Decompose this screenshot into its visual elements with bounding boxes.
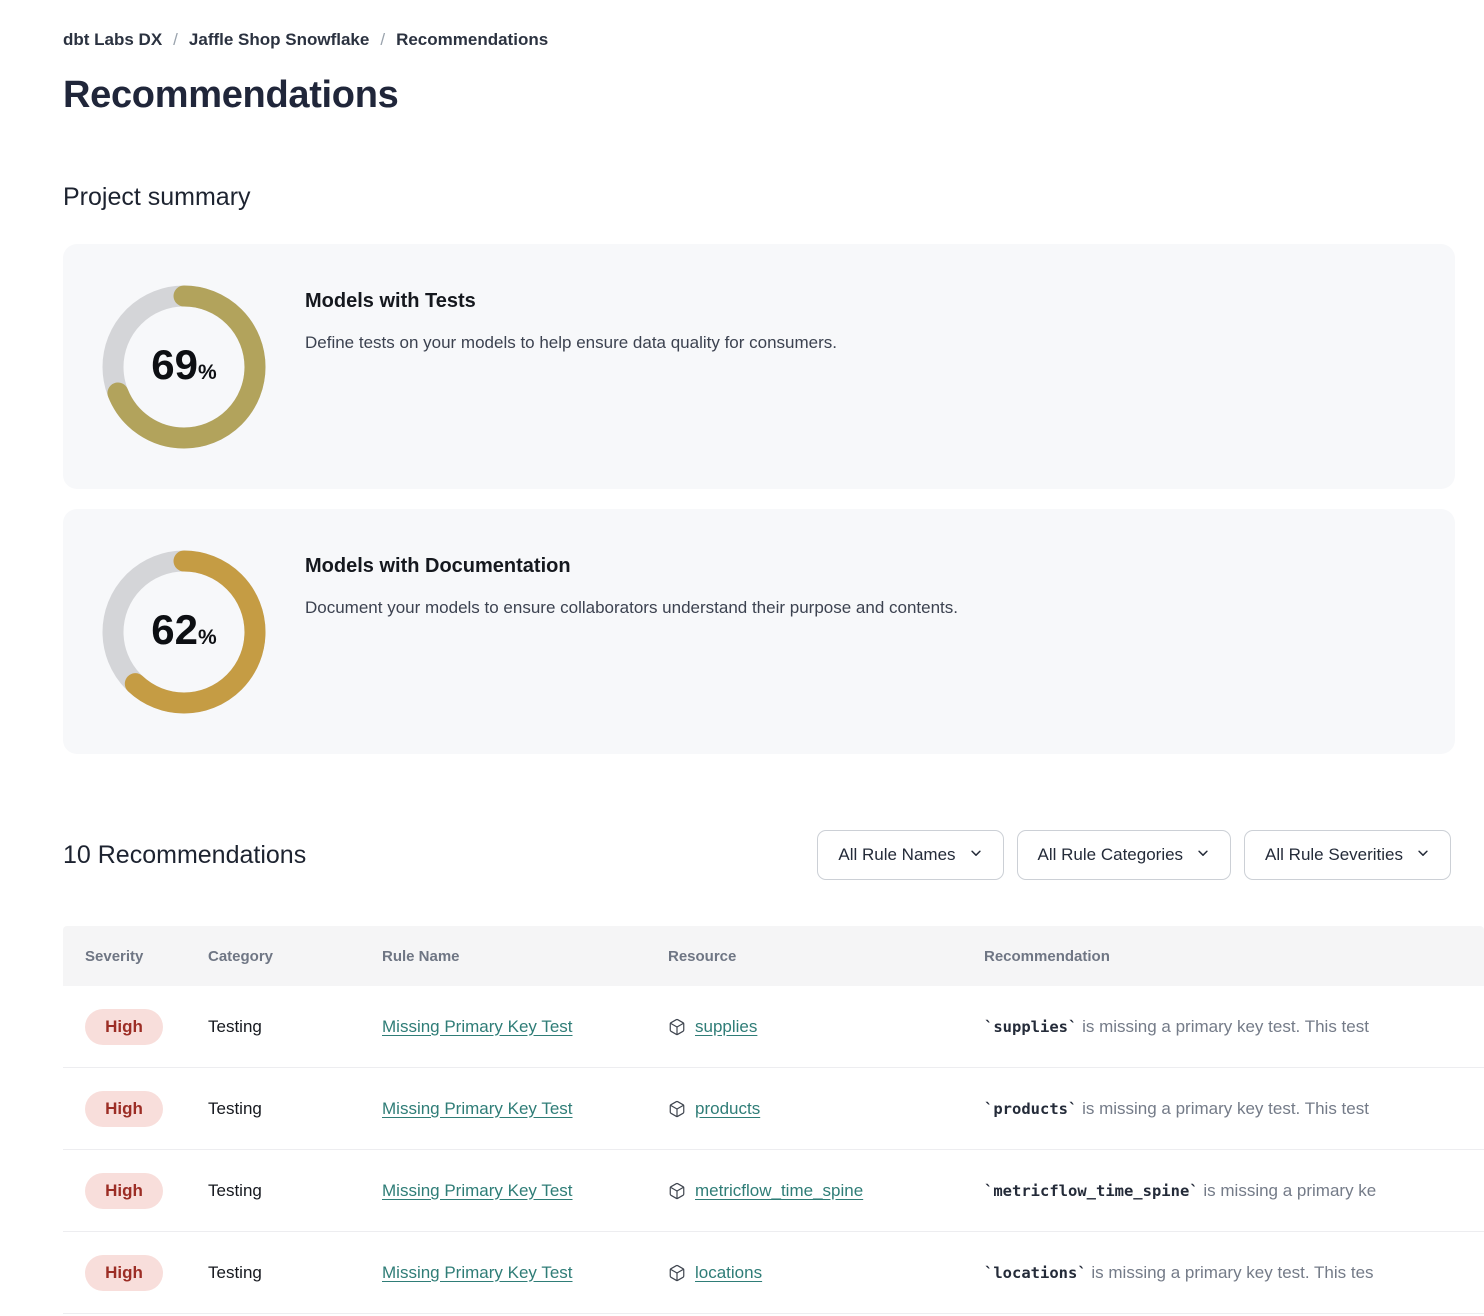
package-icon [668, 1182, 686, 1200]
card-text: Models with Tests Define tests on your m… [305, 244, 837, 353]
resource-link[interactable]: supplies [695, 1016, 758, 1036]
donut-chart-svg [102, 285, 266, 448]
severity-cell: High [85, 1090, 208, 1127]
resource-link[interactable]: products [695, 1098, 761, 1118]
column-header-recommendation: Recommendation [984, 947, 1110, 965]
chevron-down-icon [1416, 845, 1430, 865]
severity-badge: High [85, 1008, 163, 1045]
recommendations-header: 10 Recommendations All Rule Names All Ru… [63, 830, 1451, 880]
package-icon [668, 1264, 686, 1282]
summary-cards: 69% Models with Tests Define tests on yo… [63, 244, 1455, 754]
donut-percent-label: 62% [101, 606, 267, 654]
filter-label: All Rule Severities [1265, 845, 1403, 864]
severity-cell: High [85, 1172, 208, 1209]
category-cell: Testing [208, 1180, 262, 1200]
severity-badge: High [85, 1172, 163, 1209]
percent-sign: % [198, 360, 217, 384]
docs-coverage-donut: 62% [101, 549, 267, 715]
breadcrumb-item-jaffle-shop-snowflake[interactable]: Jaffle Shop Snowflake [188, 30, 370, 49]
resource-cell: supplies [668, 1017, 984, 1037]
recommendation-text: is missing a primary key test. This test [1082, 1098, 1369, 1118]
models-with-documentation-card: 62% Models with Documentation Document y… [63, 509, 1455, 754]
project-summary-heading: Project summary [63, 183, 251, 211]
rule-name-cell: Missing Primary Key Test [382, 1017, 668, 1037]
recommendation-code: `supplies` [984, 1017, 1078, 1036]
recommendation-cell: `products` is missing a primary key test… [984, 1099, 1484, 1119]
table-row: High Testing Missing Primary Key Test pr… [63, 1068, 1484, 1150]
category-cell: Testing [208, 1016, 262, 1036]
recommendation-code: `products` [984, 1099, 1078, 1118]
rule-categories-filter-dropdown[interactable]: All Rule Categories [1016, 830, 1232, 880]
card-description: Define tests on your models to help ensu… [305, 333, 838, 352]
card-text: Models with Documentation Document your … [305, 509, 958, 618]
table-row: High Testing Missing Primary Key Test su… [63, 986, 1484, 1068]
donut-chart-svg [102, 550, 266, 713]
recommendation-text: is missing a primary key test. This test [1082, 1016, 1369, 1036]
card-title: Models with Documentation [305, 555, 571, 577]
page-title: Recommendations [63, 74, 399, 116]
chevron-down-icon [969, 845, 983, 865]
category-cell: Testing [208, 1262, 262, 1282]
percent-value: 62 [151, 605, 199, 653]
table-body: High Testing Missing Primary Key Test su… [63, 986, 1484, 1314]
column-header-category: Category [208, 947, 274, 965]
filter-label: All Rule Names [838, 845, 956, 864]
rule-name-cell: Missing Primary Key Test [382, 1263, 668, 1283]
column-header-severity: Severity [85, 947, 144, 965]
severity-badge: High [85, 1254, 163, 1291]
category-cell: Testing [208, 1098, 262, 1118]
filter-label: All Rule Categories [1037, 845, 1184, 864]
recommendation-code: `locations` [984, 1263, 1087, 1282]
chevron-down-icon [1196, 845, 1210, 865]
card-title: Models with Tests [305, 290, 476, 312]
recommendation-cell: `metricflow_time_spine` is missing a pri… [984, 1181, 1484, 1201]
models-with-tests-card: 69% Models with Tests Define tests on yo… [63, 244, 1455, 489]
recommendations-table: Severity Category Rule Name Resource Rec… [63, 926, 1484, 1314]
resource-cell: metricflow_time_spine [668, 1181, 984, 1201]
rule-name-link[interactable]: Missing Primary Key Test [382, 1016, 573, 1036]
resource-link[interactable]: metricflow_time_spine [695, 1180, 864, 1200]
percent-sign: % [198, 625, 217, 649]
recommendation-cell: `locations` is missing a primary key tes… [984, 1263, 1484, 1283]
resource-link[interactable]: locations [695, 1262, 763, 1282]
rule-severities-filter-dropdown[interactable]: All Rule Severities [1244, 830, 1451, 880]
package-icon [668, 1018, 686, 1036]
table-header-row: Severity Category Rule Name Resource Rec… [63, 926, 1484, 986]
recommendation-cell: `supplies` is missing a primary key test… [984, 1017, 1484, 1037]
recommendations-heading: 10 Recommendations [63, 840, 307, 869]
rule-name-link[interactable]: Missing Primary Key Test [382, 1262, 573, 1282]
donut-progress-arc [102, 550, 266, 713]
donut-percent-label: 69% [101, 341, 267, 389]
recommendation-text: is missing a primary key test. This tes [1091, 1262, 1374, 1282]
breadcrumb: dbt Labs DX / Jaffle Shop Snowflake / Re… [63, 30, 1484, 50]
table-row: High Testing Missing Primary Key Test lo… [63, 1232, 1484, 1314]
rule-name-cell: Missing Primary Key Test [382, 1099, 668, 1119]
resource-cell: products [668, 1099, 984, 1119]
rule-name-cell: Missing Primary Key Test [382, 1181, 668, 1201]
breadcrumb-separator: / [380, 30, 386, 49]
resource-cell: locations [668, 1263, 984, 1283]
recommendation-text: is missing a primary ke [1203, 1180, 1377, 1200]
filters: All Rule Names All Rule Categories All R… [817, 830, 1451, 880]
severity-cell: High [85, 1008, 208, 1045]
table-row: High Testing Missing Primary Key Test me… [63, 1150, 1484, 1232]
card-description: Document your models to ensure collabora… [305, 598, 958, 617]
column-header-rule-name: Rule Name [382, 947, 460, 965]
rule-name-link[interactable]: Missing Primary Key Test [382, 1180, 573, 1200]
column-header-resource: Resource [668, 947, 737, 965]
severity-badge: High [85, 1090, 163, 1127]
percent-value: 69 [151, 340, 199, 388]
package-icon [668, 1100, 686, 1118]
breadcrumb-separator: / [173, 30, 178, 49]
recommendation-code: `metricflow_time_spine` [984, 1181, 1199, 1200]
breadcrumb-item-current: Recommendations [396, 30, 549, 49]
severity-cell: High [85, 1254, 208, 1291]
rule-names-filter-dropdown[interactable]: All Rule Names [817, 830, 1004, 880]
rule-name-link[interactable]: Missing Primary Key Test [382, 1098, 573, 1118]
donut-progress-arc [102, 285, 266, 448]
tests-coverage-donut: 69% [101, 284, 267, 450]
breadcrumb-item-dbt-labs-dx[interactable]: dbt Labs DX [63, 30, 163, 49]
